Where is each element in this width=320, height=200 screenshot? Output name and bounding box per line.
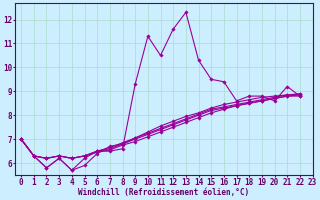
X-axis label: Windchill (Refroidissement éolien,°C): Windchill (Refroidissement éolien,°C)	[78, 188, 249, 197]
